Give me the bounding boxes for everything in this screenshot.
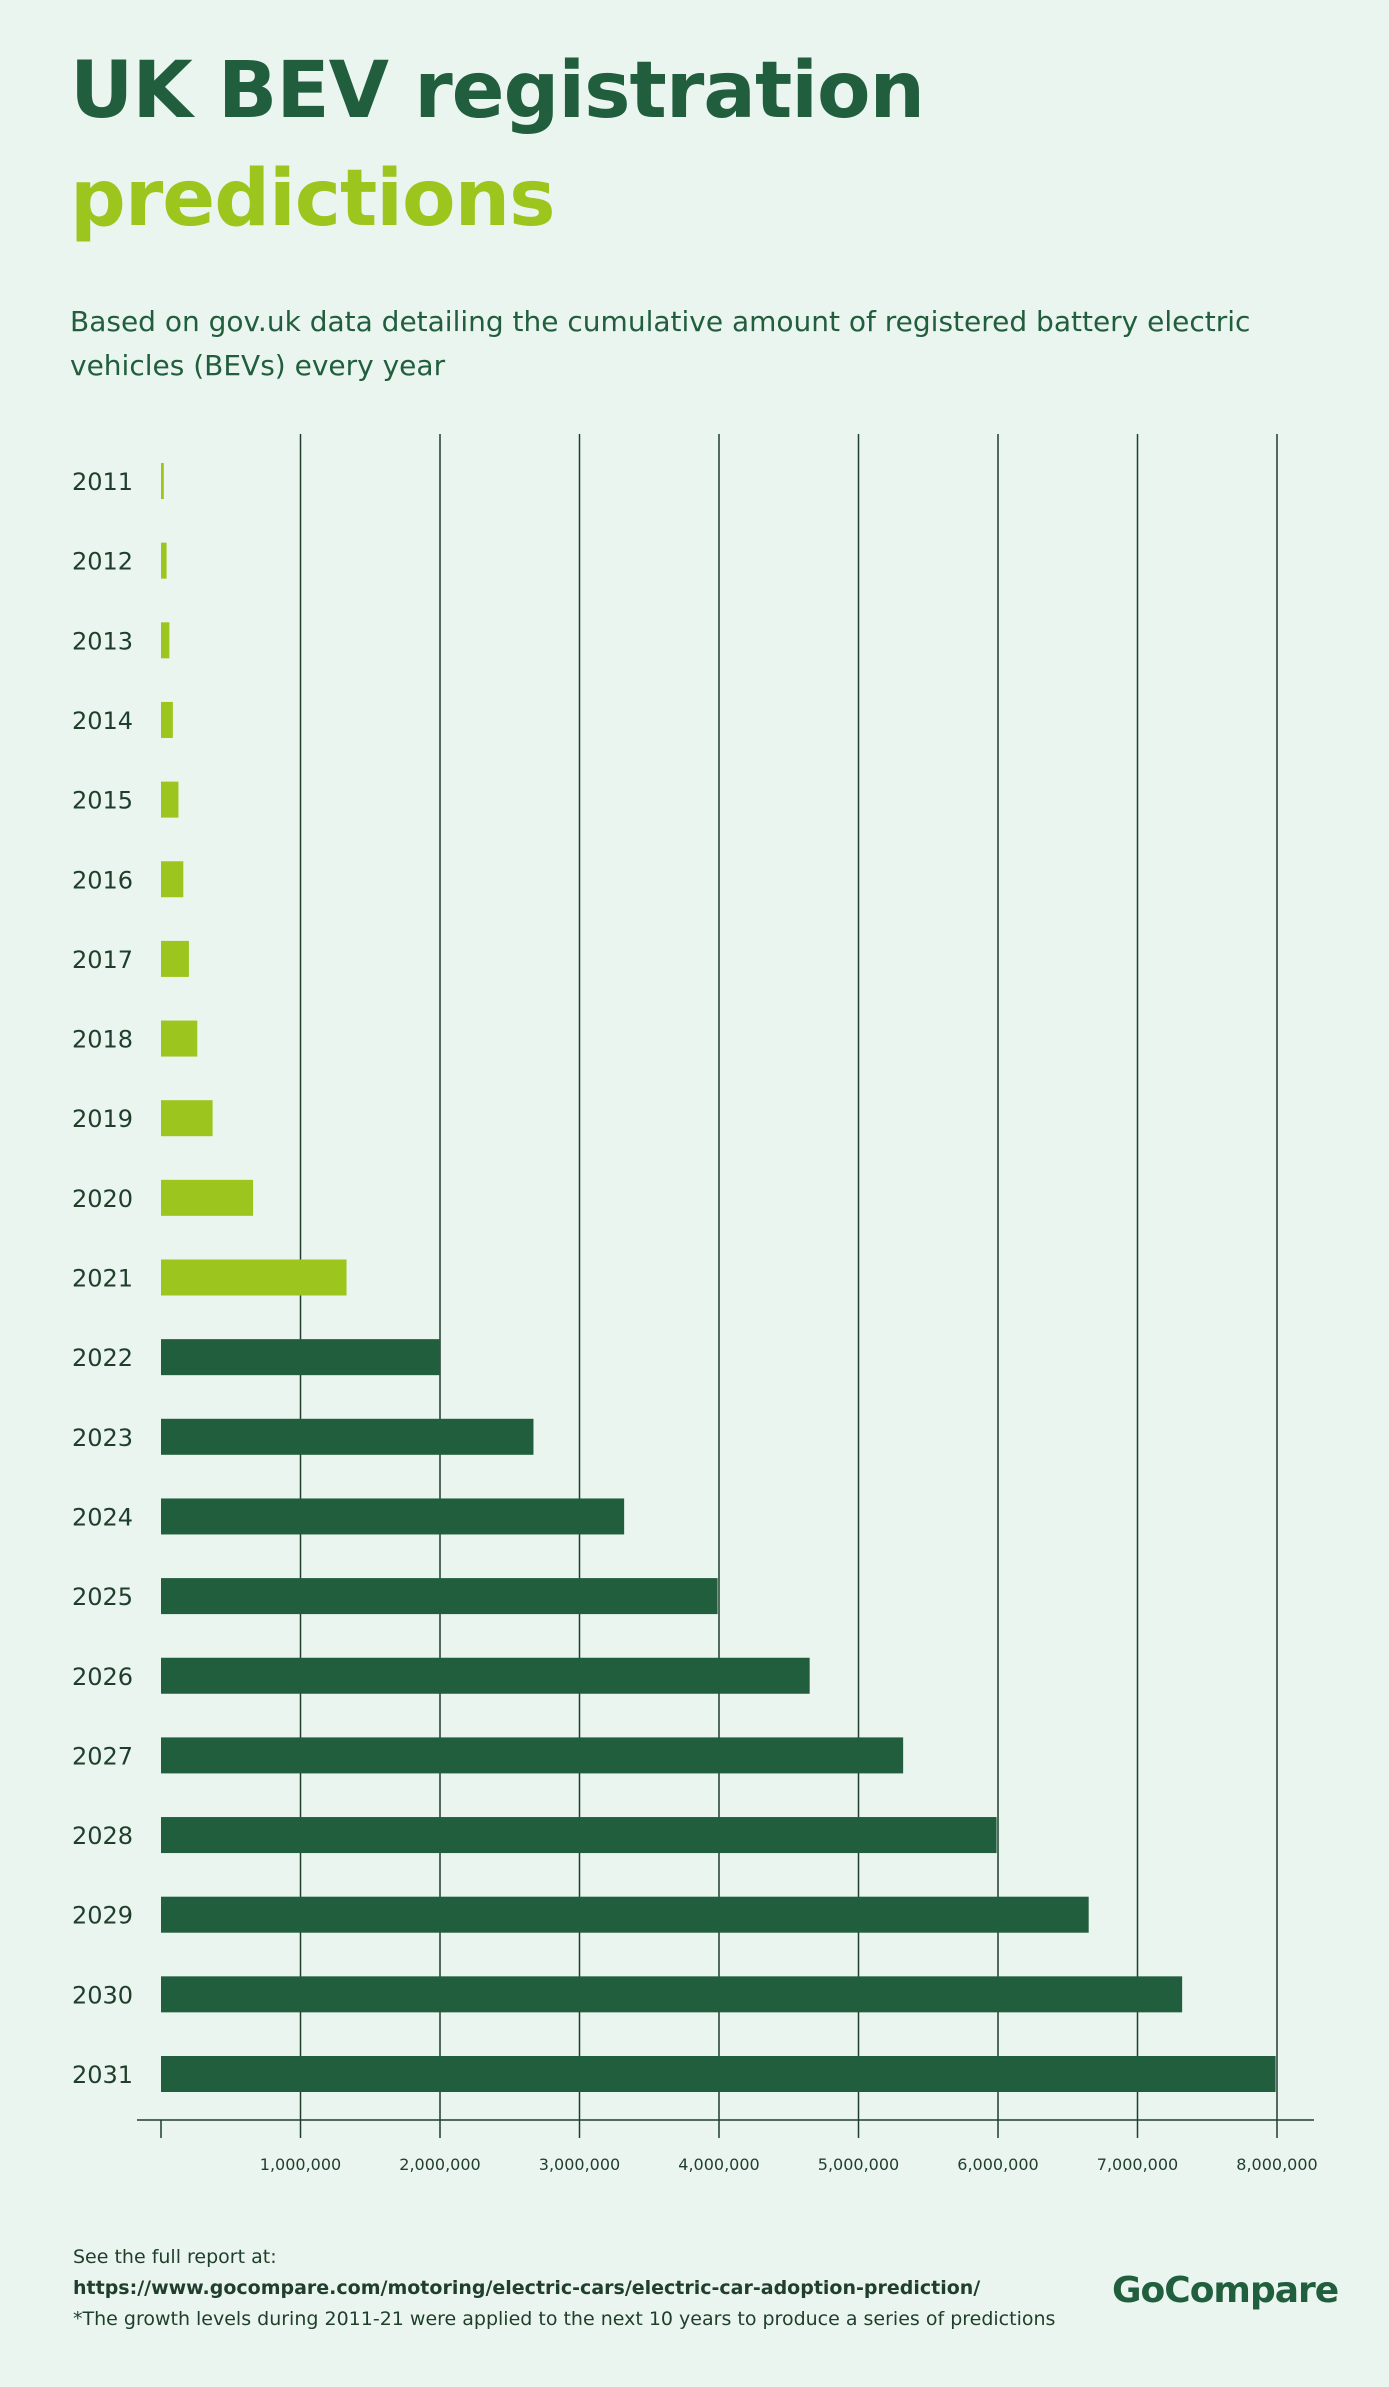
bar-2020 bbox=[161, 1179, 254, 1216]
category-label-2029: 2029 bbox=[72, 1902, 133, 1930]
bar-chart: 2011 2012 2013 2014 2015 2016 2017 2018 2019 2020… bbox=[72, 434, 1318, 2174]
bar-2021 bbox=[161, 1259, 347, 1296]
subtitle: Based on gov.uk data detailing the cumul… bbox=[70, 305, 1251, 382]
category-label-2020: 2020 bbox=[72, 1185, 133, 1213]
x-tick-label-2,000,000: 2,000,000 bbox=[399, 2155, 480, 2174]
x-tick-label-6,000,000: 6,000,000 bbox=[957, 2155, 1038, 2174]
footer-note: *The growth levels during 2011-21 were a… bbox=[73, 2308, 1056, 2330]
category-label-2016: 2016 bbox=[72, 866, 133, 894]
category-label-2025: 2025 bbox=[72, 1583, 133, 1611]
category-label-2017: 2017 bbox=[72, 946, 133, 974]
bar-2014 bbox=[161, 701, 173, 738]
bar-2025 bbox=[161, 1578, 718, 1615]
category-label-2027: 2027 bbox=[72, 1742, 133, 1770]
category-label-2011: 2011 bbox=[72, 468, 133, 496]
x-tick-label-7,000,000: 7,000,000 bbox=[1097, 2155, 1178, 2174]
x-tick-label-1,000,000: 1,000,000 bbox=[260, 2155, 341, 2174]
category-label-2018: 2018 bbox=[72, 1026, 133, 1054]
bar-2023 bbox=[161, 1418, 534, 1455]
category-label-2024: 2024 bbox=[72, 1503, 133, 1531]
category-label-2028: 2028 bbox=[72, 1822, 133, 1850]
category-label-2026: 2026 bbox=[72, 1663, 133, 1691]
category-label-2031: 2031 bbox=[72, 2061, 133, 2089]
bar-2024 bbox=[161, 1498, 625, 1535]
x-tick-label-3,000,000: 3,000,000 bbox=[539, 2155, 620, 2174]
bar-2027 bbox=[161, 1737, 904, 1774]
bar-2012 bbox=[161, 542, 167, 579]
bar-2015 bbox=[161, 781, 179, 818]
category-label-2015: 2015 bbox=[72, 787, 133, 815]
x-tick-label-4,000,000: 4,000,000 bbox=[678, 2155, 759, 2174]
category-label-2023: 2023 bbox=[72, 1424, 133, 1452]
category-label-2013: 2013 bbox=[72, 627, 133, 655]
bar-2017 bbox=[161, 940, 189, 977]
x-tick-label-5,000,000: 5,000,000 bbox=[818, 2155, 899, 2174]
bar-2011 bbox=[161, 463, 164, 499]
bar-2029 bbox=[161, 1896, 1089, 1933]
category-label-2030: 2030 bbox=[72, 1981, 133, 2009]
bar-2018 bbox=[161, 1020, 198, 1057]
footer-intro: See the full report at: bbox=[73, 2246, 277, 2268]
footer: See the full report at: https://www.goco… bbox=[73, 2242, 1055, 2335]
report-link[interactable]: https://www.gocompare.com/motoring/elect… bbox=[73, 2277, 981, 2299]
bar-2019 bbox=[161, 1100, 213, 1137]
title-line-1: UK BEV registration bbox=[70, 46, 925, 136]
category-label-2012: 2012 bbox=[72, 548, 133, 576]
category-label-2014: 2014 bbox=[72, 707, 133, 735]
gocompare-logo: GoCompare bbox=[1112, 2270, 1339, 2311]
bar-2030 bbox=[161, 1976, 1183, 2013]
bar-2026 bbox=[161, 1657, 810, 1694]
bar-2022 bbox=[161, 1339, 440, 1376]
bar-2016 bbox=[161, 861, 184, 898]
bar-2028 bbox=[161, 1817, 997, 1854]
title-line-2: predictions bbox=[70, 154, 556, 244]
category-label-2019: 2019 bbox=[72, 1105, 133, 1133]
category-label-2022: 2022 bbox=[72, 1344, 133, 1372]
bar-2031 bbox=[161, 2056, 1276, 2092]
category-label-2021: 2021 bbox=[72, 1265, 133, 1293]
bar-2013 bbox=[161, 622, 170, 659]
x-tick-label-8,000,000: 8,000,000 bbox=[1236, 2155, 1317, 2174]
